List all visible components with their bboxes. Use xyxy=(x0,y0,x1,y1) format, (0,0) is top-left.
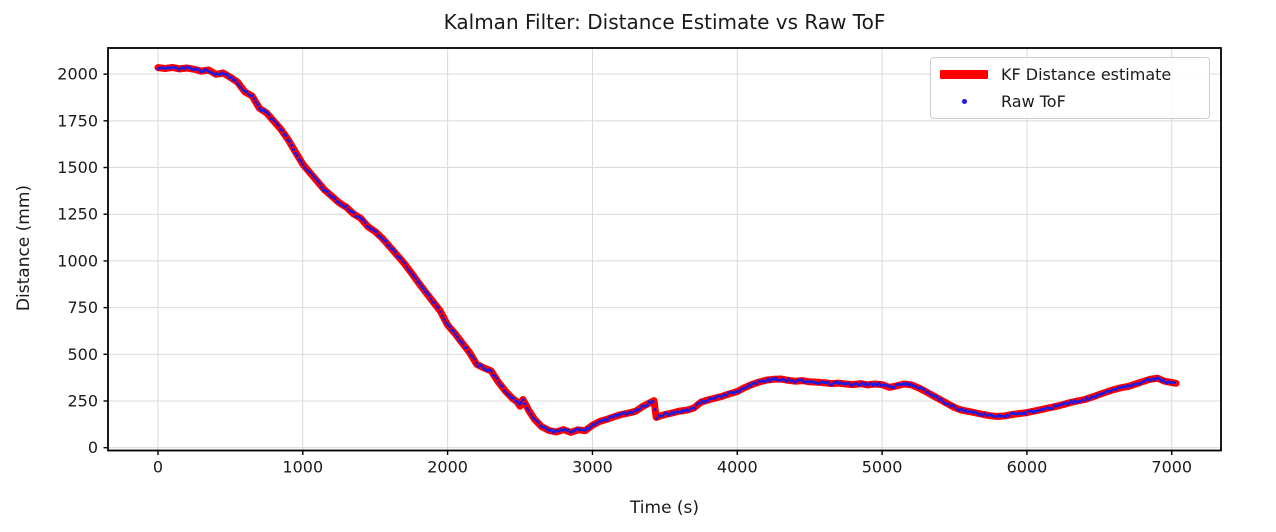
legend-label-kf-estimate: KF Distance estimate xyxy=(1001,64,1172,84)
x-tick-label: 2000 xyxy=(427,458,468,477)
chart-title: Kalman Filter: Distance Estimate vs Raw … xyxy=(443,10,886,34)
y-tick-label: 750 xyxy=(67,298,98,317)
x-tick-label: 0 xyxy=(153,458,163,477)
y-tick-label: 0 xyxy=(88,438,98,457)
x-tick-label: 1000 xyxy=(282,458,323,477)
legend-item-raw-tof: Raw ToF xyxy=(939,89,1201,115)
x-tick-label: 5000 xyxy=(862,458,903,477)
raw-tof-dot-swatch-icon xyxy=(961,99,967,105)
legend-label-raw-tof: Raw ToF xyxy=(1001,92,1066,112)
y-tick-label: 500 xyxy=(67,345,98,364)
x-tick-label: 4000 xyxy=(717,458,758,477)
plot-spines xyxy=(107,47,1222,452)
x-tick-label: 7000 xyxy=(1151,458,1192,477)
x-axis-label: Time (s) xyxy=(629,498,700,518)
y-tick-label: 250 xyxy=(67,392,98,411)
x-tick-label: 3000 xyxy=(572,458,613,477)
legend: KF Distance estimate Raw ToF xyxy=(930,57,1210,119)
kf-estimate-line xyxy=(154,63,1180,436)
x-tick-label: 6000 xyxy=(1007,458,1048,477)
y-tick-label: 1000 xyxy=(57,251,98,270)
y-tick-label: 1500 xyxy=(57,158,98,177)
y-tick-label: 1250 xyxy=(57,205,98,224)
y-tick-label: 1750 xyxy=(57,111,98,130)
y-tick-label: 2000 xyxy=(57,65,98,84)
legend-item-kf-estimate: KF Distance estimate xyxy=(939,61,1201,87)
kf-line-swatch-icon xyxy=(940,69,988,79)
raw-tof-scatter xyxy=(156,65,1177,435)
